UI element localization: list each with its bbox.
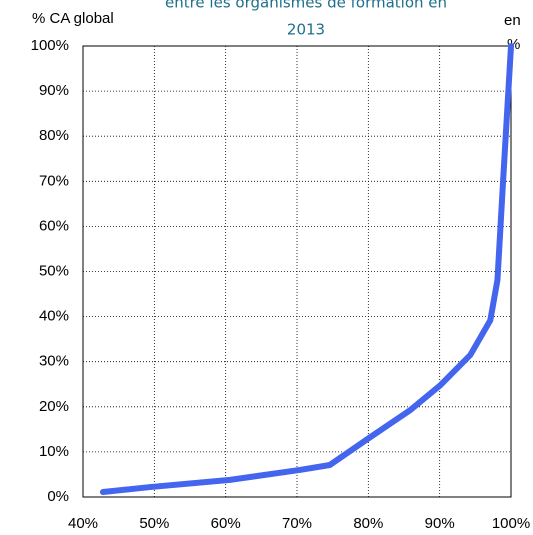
x-tick-label: 60% (211, 515, 241, 532)
y-tick-label: 100% (31, 37, 69, 54)
x-tick-label: 50% (139, 515, 169, 532)
chart-title: 2013 (287, 21, 325, 39)
x-tick-label: 90% (425, 515, 455, 532)
y-tick-label: 80% (39, 127, 69, 144)
chart-title: entre les organismes de formation en (165, 0, 447, 12)
y-tick-label: 30% (39, 353, 69, 370)
x-tick-label: 40% (68, 515, 98, 532)
plot-frame (82, 45, 512, 498)
y-tick-label: 40% (39, 308, 69, 325)
y-tick-label: 60% (39, 217, 69, 234)
y-tick-label: 70% (39, 172, 69, 189)
y-tick-label: 20% (39, 398, 69, 415)
y-tick-label: 0% (47, 488, 69, 505)
x-tick-label: 70% (282, 515, 312, 532)
y-tick-label: 10% (39, 443, 69, 460)
x-axis-label: en (504, 12, 521, 29)
y-tick-label: 50% (39, 262, 69, 279)
x-tick-label: 80% (353, 515, 383, 532)
y-axis-label: % CA global (32, 10, 114, 27)
y-tick-label: 90% (39, 82, 69, 99)
x-tick-label: 100% (492, 515, 530, 532)
line-series (99, 43, 514, 496)
